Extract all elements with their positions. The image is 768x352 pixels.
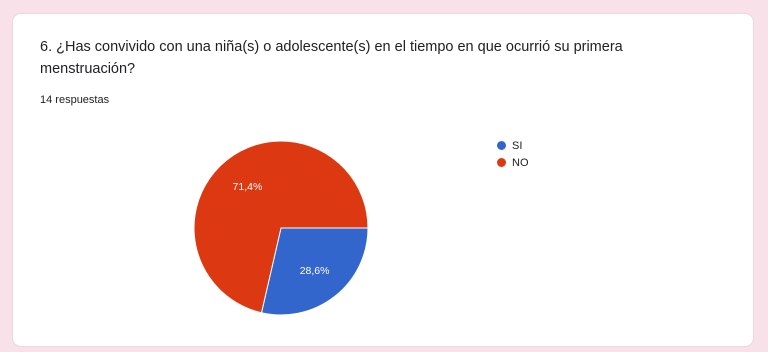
chart-legend: SI NO <box>497 137 529 171</box>
question-card: 6. ¿Has convivido con una niña(s) o adol… <box>13 14 753 346</box>
legend-item-si[interactable]: SI <box>497 137 529 154</box>
legend-dot-si <box>497 141 506 150</box>
legend-item-no[interactable]: NO <box>497 154 529 171</box>
question-title: 6. ¿Has convivido con una niña(s) o adol… <box>40 36 740 80</box>
pie-label-si: 28,6% <box>300 265 330 277</box>
response-count: 14 respuestas <box>40 94 110 106</box>
legend-label-no: NO <box>512 156 529 169</box>
legend-label-si: SI <box>512 139 523 152</box>
pie-slice-no[interactable] <box>193 140 369 314</box>
question-title-line1: 6. ¿Has convivido con una niña(s) o adol… <box>40 39 623 55</box>
pie-slice-si[interactable] <box>260 227 369 316</box>
pie-label-no: 71,4% <box>233 181 263 193</box>
legend-dot-no <box>497 158 506 167</box>
question-title-line2: menstruación? <box>40 61 136 77</box>
pie-chart: 28,6% 71,4% <box>193 140 369 316</box>
